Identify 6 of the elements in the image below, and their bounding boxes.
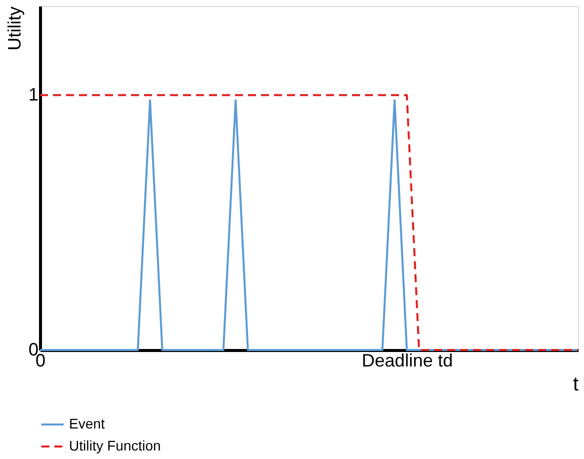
y-tick-label: 1 [28,84,38,105]
y-axis-title: Utility [4,6,24,50]
x-tick-label: Deadline td [362,350,453,370]
legend-label: Utility Function [69,438,161,454]
legend-label: Event [69,416,105,432]
x-axis-title: t [572,374,579,396]
